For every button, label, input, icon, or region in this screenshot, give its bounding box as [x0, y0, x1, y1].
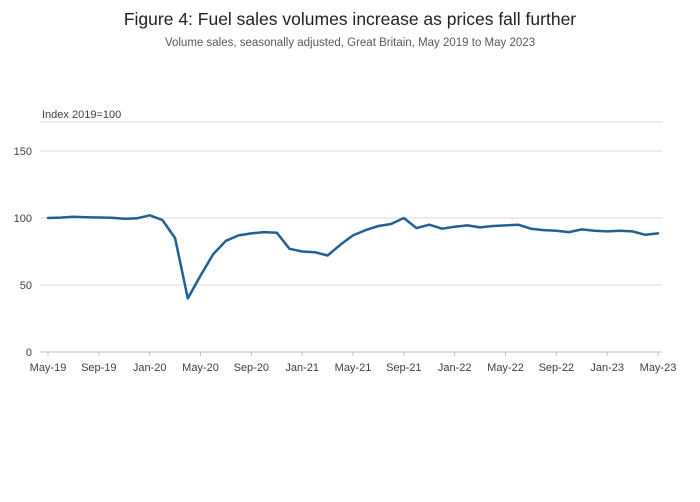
y-tick-label-150: 150	[14, 146, 32, 158]
x-tick-label-May-19: May-19	[30, 362, 67, 374]
series-line-volume-sales	[46, 214, 660, 300]
x-tick-label-May-21: May-21	[335, 362, 372, 374]
x-tick-label-Jan-23: Jan-23	[590, 362, 624, 374]
y-tick-label-0: 0	[26, 347, 32, 359]
x-tick-label-Jan-21: Jan-21	[285, 362, 319, 374]
x-tick-label-May-20: May-20	[182, 362, 219, 374]
x-tick-label-Sep-20: Sep-20	[234, 362, 269, 374]
x-tick-label-Sep-21: Sep-21	[386, 362, 421, 374]
x-tick-label-May-22: May-22	[487, 362, 524, 374]
y-axis-note: Index 2019=100	[42, 109, 121, 121]
x-tick-label-Jan-20: Jan-20	[133, 362, 167, 374]
x-tick-label-Jan-22: Jan-22	[438, 362, 472, 374]
x-tick-label-Sep-22: Sep-22	[539, 362, 574, 374]
y-tick-label-100: 100	[14, 213, 32, 225]
x-tick-label-Sep-19: Sep-19	[81, 362, 116, 374]
x-tick-label-May-23: May-23	[640, 362, 677, 374]
figure-title: Figure 4: Fuel sales volumes increase as…	[123, 9, 577, 29]
y-tick-label-50: 50	[20, 280, 32, 292]
figure-subtitle: Volume sales, seasonally adjusted, Great…	[164, 37, 536, 49]
